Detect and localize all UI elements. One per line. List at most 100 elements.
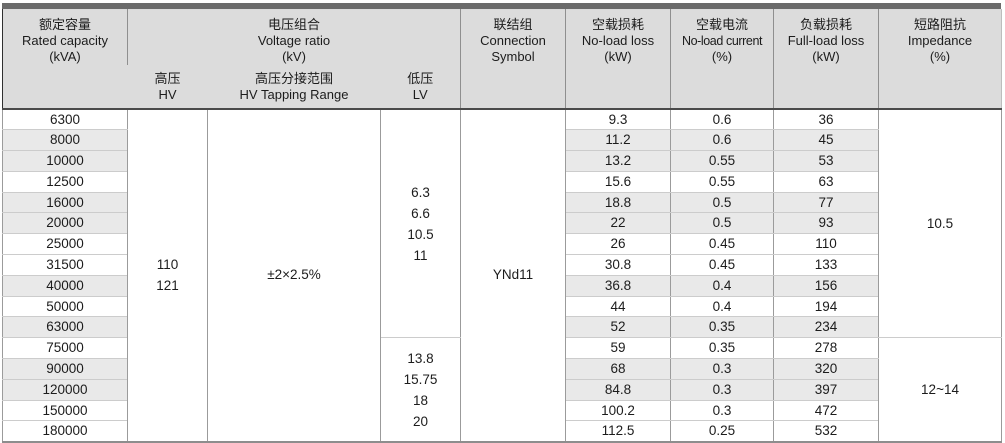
value-line: 18 bbox=[412, 392, 429, 408]
cell-no-load-loss: 100.2 bbox=[565, 399, 672, 422]
header-line-unit: (%) bbox=[929, 49, 951, 64]
top-accent-bar bbox=[2, 3, 1001, 9]
header-line-zh: 联结组 bbox=[493, 17, 533, 32]
cell-no-load-current: 0.55 bbox=[670, 150, 775, 172]
table-row: 50000 44 0.4 194 bbox=[2, 295, 1002, 318]
header-line-zh: 短路阻抗 bbox=[914, 17, 967, 32]
table-row: 12500 15.6 0.55 63 bbox=[2, 170, 1002, 193]
header-line-en: HV Tapping Range bbox=[239, 86, 349, 102]
table-row: 31500 30.8 0.45 133 bbox=[2, 254, 1002, 276]
cell-full-load-loss: 194 bbox=[773, 295, 880, 318]
header-row-main: 额定容量 Rated capacity (kVA) 电压组合 Voltage r… bbox=[2, 9, 1002, 110]
cell-full-load-loss: 36 bbox=[773, 108, 880, 131]
cell-full-load-loss: 53 bbox=[773, 150, 880, 172]
value-line: 20 bbox=[412, 413, 429, 429]
cell-capacity: 50000 bbox=[2, 295, 128, 318]
cell-no-load-loss: 11.2 bbox=[565, 129, 672, 152]
cell-capacity: 40000 bbox=[2, 274, 128, 297]
table-row: 150000 100.2 0.3 472 bbox=[2, 399, 1002, 422]
cell-no-load-current: 0.35 bbox=[670, 337, 775, 360]
cell-impedance-upper: 10.5 bbox=[878, 108, 1003, 339]
header-line-zh: 低压 bbox=[407, 70, 434, 86]
cell-no-load-current: 0.3 bbox=[670, 358, 775, 380]
cell-no-load-current: 0.4 bbox=[670, 274, 775, 297]
header-line-en: LV bbox=[412, 86, 428, 102]
cell-full-load-loss: 320 bbox=[773, 358, 880, 380]
cell-capacity: 8000 bbox=[2, 129, 128, 152]
cell-capacity: 63000 bbox=[2, 316, 128, 339]
cell-full-load-loss: 234 bbox=[773, 316, 880, 339]
cell-no-load-current: 0.6 bbox=[670, 108, 775, 131]
header-line-zh: 高压分接范围 bbox=[254, 70, 333, 86]
cell-full-load-loss: 133 bbox=[773, 254, 880, 276]
cell-no-load-loss: 44 bbox=[565, 295, 672, 318]
table-row: 8000 11.2 0.6 45 bbox=[2, 129, 1002, 152]
cell-no-load-loss: 13.2 bbox=[565, 150, 672, 172]
cell-capacity: 150000 bbox=[2, 399, 128, 422]
value-line: 121 bbox=[156, 278, 179, 294]
cell-capacity: 180000 bbox=[2, 420, 128, 443]
cell-no-load-current: 0.3 bbox=[670, 378, 775, 401]
table-row: 16000 18.8 0.5 77 bbox=[2, 191, 1002, 214]
table-row: 20000 22 0.5 93 bbox=[2, 212, 1002, 235]
value-line: 110 bbox=[156, 257, 179, 273]
cell-capacity: 10000 bbox=[2, 150, 128, 172]
cell-full-load-loss: 110 bbox=[773, 233, 880, 256]
header-line-unit: (kW) bbox=[812, 49, 840, 64]
table-row: 75000 13.8 15.75 18 20 59 0.35 278 12~14 bbox=[2, 337, 1003, 443]
header-line-zh: 空载损耗 bbox=[592, 17, 645, 32]
table-row: 40000 36.8 0.4 156 bbox=[2, 274, 1002, 297]
header-line-zh: 负载损耗 bbox=[800, 17, 853, 32]
cell-no-load-current: 0.5 bbox=[670, 212, 775, 235]
table-row: 180000 112.5 0.25 532 bbox=[2, 420, 1002, 443]
cell-no-load-loss: 52 bbox=[565, 316, 672, 339]
cell-full-load-loss: 278 bbox=[773, 337, 880, 360]
cell-capacity: 90000 bbox=[2, 358, 128, 380]
cell-no-load-loss: 9.3 bbox=[565, 108, 672, 131]
col-header-connection-symbol: 联结组 Connection Symbol bbox=[460, 9, 566, 110]
cell-no-load-loss: 15.6 bbox=[565, 170, 672, 193]
cell-impedance-lower: 12~14 bbox=[878, 337, 1003, 443]
col-header-rated-capacity: 额定容量 Rated capacity (kVA) bbox=[2, 9, 128, 110]
cell-no-load-loss: 84.8 bbox=[565, 378, 672, 401]
value-line: 11 bbox=[413, 247, 428, 263]
cell-full-load-loss: 532 bbox=[773, 420, 880, 443]
cell-capacity: 31500 bbox=[2, 254, 128, 276]
header-line-en: Impedance bbox=[907, 33, 973, 48]
header-line-en: HV bbox=[158, 86, 177, 102]
cell-no-load-current: 0.4 bbox=[670, 295, 775, 318]
value-line: 15.75 bbox=[403, 371, 438, 387]
cell-lv-voltages-upper: 6.3 6.6 10.5 11 bbox=[379, 108, 462, 339]
value-line: 13.8 bbox=[407, 350, 434, 366]
header-line-en: Symbol bbox=[491, 49, 535, 64]
col-header-hv-tapping-range: 高压分接范围 HV Tapping Range bbox=[207, 65, 381, 110]
header-line-zh: 空载电流 bbox=[696, 17, 749, 32]
cell-lv-voltages-lower: 13.8 15.75 18 20 bbox=[379, 337, 462, 443]
cell-connection-symbol: YNd11 bbox=[460, 108, 567, 443]
cell-no-load-loss: 59 bbox=[565, 337, 672, 360]
cell-capacity: 6300 bbox=[2, 108, 128, 131]
header-line-unit: (kV) bbox=[282, 49, 306, 64]
cell-no-load-loss: 18.8 bbox=[565, 191, 672, 214]
cell-no-load-current: 0.55 bbox=[670, 170, 775, 193]
cell-capacity: 120000 bbox=[2, 378, 128, 401]
header-line-en: Full-load loss bbox=[787, 33, 865, 48]
value-line: 6.6 bbox=[411, 205, 430, 221]
transformer-spec-table: 额定容量 Rated capacity (kVA) 电压组合 Voltage r… bbox=[2, 9, 1003, 443]
cell-full-load-loss: 77 bbox=[773, 191, 880, 214]
header-line-zh: 额定容量 bbox=[38, 17, 91, 32]
cell-capacity: 20000 bbox=[2, 212, 128, 235]
header-line-zh: 电压组合 bbox=[268, 17, 321, 32]
header-line-en: No-load current bbox=[681, 34, 763, 48]
col-header-no-load-loss: 空载损耗 No-load loss (kW) bbox=[565, 9, 671, 110]
cell-no-load-loss: 112.5 bbox=[565, 420, 672, 443]
header-line-zh: 高压 bbox=[154, 70, 181, 86]
col-header-voltage-ratio: 电压组合 Voltage ratio (kV) bbox=[126, 9, 461, 65]
cell-full-load-loss: 397 bbox=[773, 378, 880, 401]
cell-full-load-loss: 472 bbox=[773, 399, 880, 422]
cell-full-load-loss: 45 bbox=[773, 129, 880, 152]
header-line-en: Connection bbox=[480, 33, 546, 48]
cell-capacity: 75000 bbox=[2, 337, 128, 360]
cell-hv-voltages: 110 121 bbox=[127, 108, 208, 443]
